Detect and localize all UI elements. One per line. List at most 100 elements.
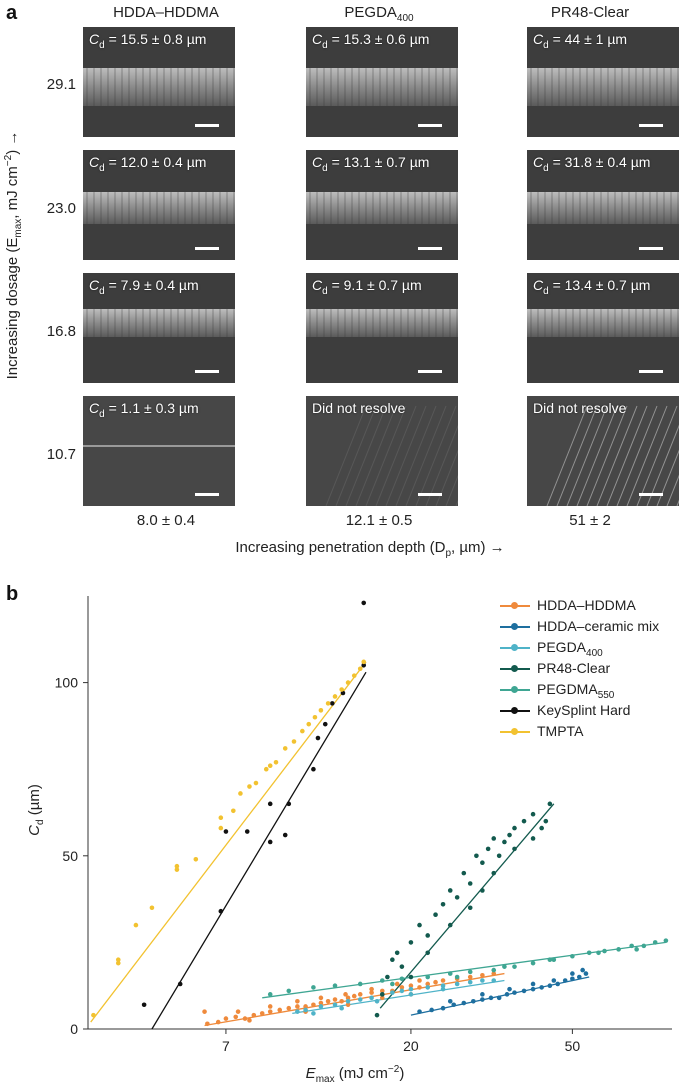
data-point bbox=[530, 960, 536, 966]
data-point bbox=[295, 1009, 300, 1014]
data-point bbox=[417, 1009, 422, 1014]
legend-marker bbox=[511, 602, 518, 609]
data-point bbox=[399, 985, 405, 990]
data-point bbox=[215, 1019, 221, 1025]
data-point bbox=[663, 938, 669, 943]
data-point bbox=[425, 950, 431, 956]
data-point bbox=[238, 791, 243, 796]
data-point bbox=[602, 948, 607, 954]
data-point bbox=[530, 836, 536, 841]
penetration-depth-2: 12.1 ± 0.5 bbox=[345, 512, 413, 529]
row-label-4: 10.7 bbox=[46, 446, 76, 463]
data-point bbox=[570, 971, 575, 976]
data-point bbox=[385, 974, 390, 980]
data-point bbox=[369, 990, 374, 995]
data-point bbox=[547, 957, 553, 963]
data-point bbox=[521, 988, 527, 994]
data-point bbox=[488, 995, 494, 1001]
data-point bbox=[312, 714, 318, 720]
fit-line-1 bbox=[204, 972, 505, 1027]
data-point bbox=[218, 908, 224, 914]
data-point bbox=[562, 978, 568, 983]
data-point bbox=[286, 1005, 292, 1011]
data-point bbox=[485, 846, 491, 852]
data-point bbox=[408, 983, 414, 988]
data-point bbox=[425, 985, 431, 990]
data-point bbox=[233, 1014, 239, 1020]
data-point bbox=[570, 953, 575, 959]
data-point bbox=[555, 981, 560, 987]
scale-bar bbox=[195, 247, 219, 250]
fit-line-3 bbox=[292, 979, 505, 1015]
data-point bbox=[277, 1007, 283, 1013]
data-point bbox=[480, 973, 485, 978]
data-point bbox=[480, 860, 485, 866]
data-point bbox=[390, 981, 395, 987]
data-point bbox=[345, 680, 351, 685]
data-point bbox=[244, 829, 250, 834]
data-point bbox=[345, 995, 351, 1001]
x-tick-label: 20 bbox=[403, 1038, 419, 1054]
data-point bbox=[440, 901, 446, 907]
sem-tile-c1-r1: Cd = 15.5 ± 0.8 µm bbox=[83, 27, 235, 137]
data-point bbox=[521, 818, 527, 824]
data-point bbox=[339, 998, 344, 1004]
legend-marker bbox=[511, 623, 518, 630]
row-label-3: 16.8 bbox=[46, 323, 76, 340]
scale-bar bbox=[418, 247, 442, 250]
data-point bbox=[311, 1011, 316, 1016]
sem-tile-c3-r2: Cd = 31.8 ± 0.4 µm bbox=[527, 150, 679, 260]
data-point bbox=[530, 981, 536, 987]
data-point bbox=[530, 986, 536, 992]
data-point bbox=[408, 992, 414, 997]
data-point bbox=[502, 839, 507, 845]
data-point bbox=[440, 986, 446, 992]
data-point bbox=[174, 867, 180, 872]
data-point bbox=[286, 988, 292, 994]
data-point bbox=[218, 825, 224, 831]
legend-label: HDDA–HDDMA bbox=[537, 597, 636, 613]
data-point bbox=[471, 998, 476, 1004]
scale-bar bbox=[639, 493, 663, 496]
data-point bbox=[357, 997, 363, 1002]
data-point bbox=[379, 995, 385, 1001]
data-point bbox=[303, 1004, 308, 1009]
chart-legend: HDDA–HDDMA HDDA–ceramic mix PEGDA400 PR48-C… bbox=[500, 597, 680, 747]
tile-label: Cd = 13.1 ± 0.7 µm bbox=[312, 154, 430, 174]
column-title-1: HDDA–HDDMA bbox=[113, 4, 219, 21]
data-point bbox=[512, 846, 517, 852]
data-point bbox=[369, 995, 374, 1001]
data-point bbox=[339, 687, 344, 692]
panel-a-x-axis-title: Increasing penetration depth (Dp, µm) → bbox=[235, 539, 505, 559]
data-point bbox=[357, 992, 363, 997]
data-point bbox=[174, 863, 180, 869]
data-point bbox=[343, 992, 348, 997]
data-point bbox=[332, 694, 338, 699]
data-point bbox=[322, 721, 328, 727]
data-point bbox=[361, 659, 367, 665]
data-point bbox=[539, 985, 544, 990]
data-point bbox=[267, 992, 273, 997]
data-point bbox=[295, 998, 300, 1004]
sem-tile-c2-r4: Did not resolve bbox=[306, 396, 458, 506]
scale-bar bbox=[195, 493, 219, 496]
data-point bbox=[586, 950, 592, 956]
data-point bbox=[491, 978, 497, 983]
penetration-depth-1: 8.0 ± 0.4 bbox=[136, 512, 196, 529]
data-point bbox=[311, 766, 316, 772]
data-point bbox=[374, 998, 380, 1004]
data-point bbox=[369, 986, 374, 992]
sem-tile-c2-r3: Cd = 9.1 ± 0.7 µm bbox=[306, 273, 458, 383]
data-point bbox=[325, 998, 331, 1004]
panel-a-y-axis-title: Increasing dosage (Emax, mJ cm−2) → bbox=[3, 130, 24, 380]
data-point bbox=[251, 1012, 257, 1018]
data-point bbox=[570, 976, 575, 982]
data-point bbox=[223, 1016, 229, 1021]
x-tick-label: 7 bbox=[222, 1038, 230, 1054]
data-point bbox=[273, 759, 279, 765]
data-point bbox=[543, 818, 549, 824]
data-point bbox=[634, 947, 639, 952]
data-point bbox=[547, 983, 553, 988]
data-point bbox=[332, 1002, 338, 1008]
sem-tile-c1-r4: Cd = 1.1 ± 0.3 µm bbox=[83, 396, 235, 506]
